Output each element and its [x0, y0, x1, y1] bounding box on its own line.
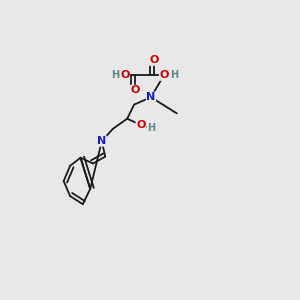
Text: H: H [147, 123, 155, 134]
Text: N: N [146, 92, 156, 102]
Text: H: H [170, 70, 178, 80]
Text: O: O [149, 55, 158, 65]
Text: H: H [111, 70, 119, 80]
Text: N: N [97, 136, 106, 146]
Text: O: O [136, 120, 146, 130]
Text: O: O [120, 70, 130, 80]
Text: O: O [130, 85, 140, 95]
Text: O: O [160, 70, 169, 80]
